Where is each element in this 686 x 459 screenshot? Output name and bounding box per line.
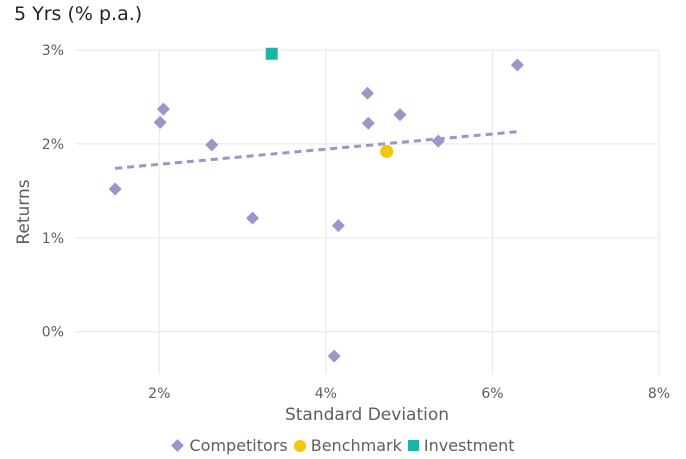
legend: Competitors Benchmark Investment [0,436,686,455]
chart-title: 5 Yrs (% p.a.) [14,3,143,25]
y-tick-label: 1% [42,231,64,247]
diamond-icon [171,439,185,452]
circle-icon [293,439,306,452]
y-tick-label: 2% [42,137,64,153]
competitor-point[interactable] [108,182,122,196]
scatter-chart: 2% 4% 6% 8% 0% 1% 2% 3% Standard Deviation Ret… [14,43,670,425]
competitor-point[interactable] [156,102,170,116]
y-tick-label: 3% [42,43,64,59]
competitor-point[interactable] [361,116,375,130]
competitor-point[interactable] [327,349,341,363]
gridlines [76,49,660,374]
competitor-point[interactable] [246,211,260,225]
x-tick-label: 4% [315,386,337,402]
legend-item-investment[interactable]: Investment [407,436,515,455]
x-axis-title: Standard Deviation [285,405,449,425]
competitor-point[interactable] [361,86,374,100]
legend-label-competitors: Competitors [189,436,288,455]
x-tick-label: 6% [481,386,503,402]
investment-point[interactable] [265,47,278,60]
x-axis-ticks: 2% 4% 6% 8% [148,386,670,402]
data-points [108,47,524,363]
legend-item-benchmark[interactable]: Benchmark [293,436,402,455]
benchmark-point[interactable] [380,144,394,158]
competitor-point[interactable] [331,219,345,233]
x-tick-label: 8% [648,386,670,402]
competitor-point[interactable] [205,138,219,152]
competitor-point[interactable] [431,134,445,148]
legend-item-competitors[interactable]: Competitors [171,436,288,455]
y-axis-ticks: 0% 1% 2% 3% [42,43,64,341]
y-tick-label: 0% [42,325,64,341]
competitor-point[interactable] [393,108,407,122]
trendline [115,130,518,170]
legend-label-investment: Investment [423,436,515,455]
competitor-point[interactable] [510,58,524,72]
trendline-layer [115,130,518,170]
x-tick-label: 2% [148,386,170,402]
square-icon [407,440,419,451]
y-axis-title: Returns [14,179,34,244]
legend-label-benchmark: Benchmark [310,436,402,455]
competitor-point[interactable] [153,115,167,129]
